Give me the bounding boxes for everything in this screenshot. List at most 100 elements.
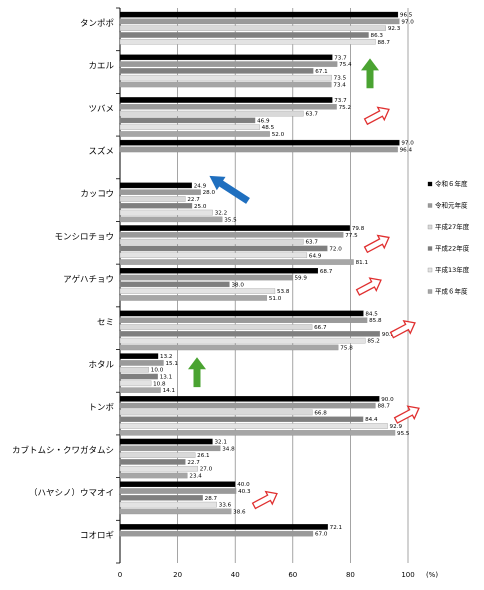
bar (119, 268, 319, 274)
data-label: 97.0 (401, 141, 414, 147)
bar (119, 430, 396, 436)
bar (119, 344, 339, 351)
bar (119, 18, 400, 25)
data-label: 85.8 (369, 318, 382, 324)
bar (119, 481, 236, 487)
data-label: 66.8 (314, 410, 327, 416)
data-label: 10.0 (151, 368, 164, 374)
bar (119, 317, 368, 323)
data-label: 28.0 (203, 190, 216, 196)
bar (119, 117, 256, 124)
data-label: 90.0 (381, 397, 394, 403)
bar (119, 252, 308, 259)
legend-label: 平成27年度 (435, 222, 470, 231)
bar (119, 488, 237, 494)
data-label: 40.3 (238, 489, 251, 495)
data-label: 92.3 (388, 26, 401, 32)
data-label: 90.2 (382, 332, 394, 338)
data-label: 25.0 (194, 204, 207, 210)
data-label: 75.8 (340, 345, 353, 351)
bar (119, 225, 350, 231)
bar (119, 288, 276, 294)
category-label: タンポポ (80, 19, 114, 29)
data-label: 67.0 (315, 532, 328, 538)
red-outline-arrow-icon (355, 277, 382, 296)
data-label: 96.5 (400, 13, 413, 19)
bar (119, 508, 232, 515)
data-label: 73.4 (333, 82, 346, 88)
red-outline-arrow-icon (389, 319, 416, 339)
bar (119, 396, 380, 402)
data-label: 75.2 (339, 105, 351, 111)
data-label: 75.4 (339, 62, 352, 68)
bar (119, 203, 193, 209)
bar (119, 139, 400, 146)
data-label: 73.5 (334, 76, 347, 82)
bar (119, 238, 304, 245)
data-label: 96.4 (400, 147, 413, 153)
data-label: 35.5 (224, 217, 237, 223)
bar (119, 81, 332, 88)
legend-swatch (427, 224, 433, 230)
legend-label: 平成13年度 (435, 265, 470, 274)
bar (119, 124, 260, 130)
data-label: 10.8 (153, 381, 166, 387)
data-label: 28.7 (205, 496, 218, 502)
data-label: 38.6 (233, 509, 246, 515)
bar (119, 373, 158, 380)
bar (119, 295, 268, 301)
bar (119, 495, 203, 501)
data-label: 67.1 (315, 69, 328, 75)
bar (119, 501, 217, 508)
bar (119, 387, 161, 393)
bar (119, 245, 328, 252)
data-label: 15.1 (165, 361, 178, 367)
legend-label: 平成６年度 (435, 287, 468, 296)
bar (119, 524, 328, 530)
labels-layer: 0 20 40 60 80 100タンポポ96.597.092.386.388.7カエル7… (12, 13, 415, 579)
category-label: カエル (88, 62, 114, 72)
red-outline-arrow-shape (251, 490, 278, 510)
data-label: 13.1 (160, 375, 173, 381)
x-tick-label: 80 (346, 571, 355, 579)
data-label: 88.7 (377, 404, 390, 410)
bar (119, 216, 223, 223)
legend-swatch (427, 181, 433, 187)
category-label: コオロギ (80, 531, 115, 541)
bar (119, 131, 270, 137)
data-label: 73.7 (334, 55, 347, 61)
category-label: アゲハチョウ (63, 274, 114, 285)
x-tick-label: 60 (288, 571, 297, 579)
data-label: 72.1 (330, 525, 343, 531)
data-label: 64.9 (309, 253, 322, 259)
bar (119, 445, 221, 452)
data-label: 38.0 (231, 282, 244, 288)
category-label: カブトムシ・クワガタムシ (12, 445, 114, 456)
x-tick-label: 20 (173, 571, 182, 579)
red-outline-arrow-icon (363, 234, 390, 254)
data-label: 53.8 (277, 289, 290, 295)
bar (119, 459, 186, 465)
data-label: 33.6 (219, 503, 232, 509)
red-outline-arrow-icon (393, 405, 420, 424)
bar (119, 209, 213, 216)
annotation-arrows (188, 58, 420, 510)
bar (119, 402, 376, 409)
category-label: セミ (97, 318, 114, 328)
blue-arrow-shape (209, 175, 250, 204)
legend-label: 平成22年度 (435, 244, 470, 253)
data-label: 81.1 (356, 260, 369, 266)
bar (119, 353, 159, 359)
bar (119, 423, 388, 429)
blue-arrow-icon (209, 175, 250, 204)
data-label: 84.5 (365, 311, 378, 317)
bar (119, 25, 386, 31)
bar (119, 310, 364, 317)
data-label: 22.7 (187, 197, 200, 203)
bar (119, 68, 314, 74)
x-tick-label: 40 (231, 571, 240, 579)
category-label: ホタル (88, 360, 114, 370)
data-label: 52.0 (272, 132, 285, 138)
legend-swatch (427, 267, 433, 273)
bar (119, 281, 230, 288)
